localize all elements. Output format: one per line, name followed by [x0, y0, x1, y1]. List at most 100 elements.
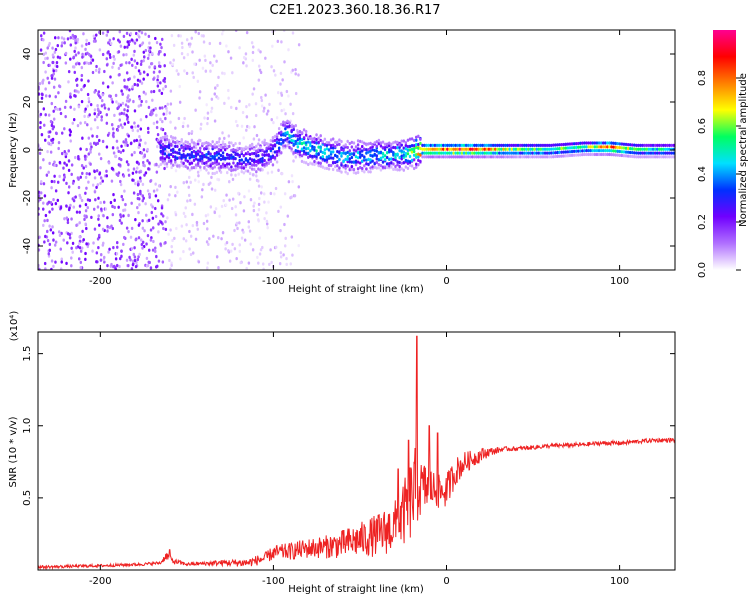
heatmap-cell [149, 112, 152, 117]
heatmap-cell [123, 235, 126, 240]
heatmap-cell [141, 194, 145, 198]
ridge-cell [469, 147, 472, 151]
heatmap-cell [39, 197, 42, 202]
ridge-cell [198, 138, 202, 143]
heatmap-cell [258, 236, 262, 240]
ridge-cell [248, 152, 252, 157]
ridge-cell [473, 147, 476, 151]
ridge-cell [246, 169, 250, 173]
ridge-cell [520, 147, 524, 151]
heatmap-cell [46, 218, 49, 223]
heatmap-cell [160, 212, 163, 216]
heatmap-cell [79, 175, 82, 179]
heatmap-cell [203, 54, 207, 58]
heatmap-cell [105, 121, 109, 125]
heatmap-cell [120, 144, 123, 148]
ridge-cell [192, 165, 196, 170]
heatmap-cell [99, 95, 102, 100]
heatmap-cell [169, 267, 172, 270]
heatmap-cell [78, 62, 81, 66]
ridge-cell [398, 156, 401, 160]
ridge-cell [286, 125, 289, 129]
ridge-cell [442, 147, 445, 151]
ridge-cell [423, 151, 426, 155]
ridge-cell [263, 150, 266, 154]
ridge-cell [398, 149, 401, 153]
ridge-cell [257, 148, 260, 152]
ridge-cell [255, 174, 258, 178]
heatmap-cell [256, 255, 259, 259]
ridge-cell [174, 157, 177, 162]
heatmap-cell [155, 254, 158, 259]
heatmap-cell [154, 182, 157, 186]
ridge-cell [196, 152, 200, 156]
ridge-cell [317, 136, 320, 140]
ridge-cell [583, 145, 586, 149]
heatmap-cell [136, 257, 140, 262]
y-tick-label: -20 [22, 190, 33, 206]
heatmap-cell [55, 163, 58, 168]
ridge-cell [410, 147, 414, 151]
heatmap-cell [147, 167, 150, 171]
heatmap-cell [217, 75, 220, 80]
heatmap-cell [197, 260, 201, 264]
heatmap-cell [236, 123, 239, 128]
heatmap-cell [88, 198, 92, 203]
ridge-cell [410, 158, 414, 162]
ridge-cell [350, 160, 354, 164]
heatmap-cell [98, 48, 102, 52]
ridge-cell [358, 139, 362, 144]
ridge-cell [672, 155, 675, 159]
heatmap-cell [123, 189, 126, 193]
ridge-cell [269, 147, 273, 151]
heatmap-cell [171, 238, 174, 243]
heatmap-cell [222, 198, 225, 203]
ridge-cell [539, 151, 543, 155]
ridge-cell [543, 143, 547, 148]
heatmap-cell [190, 36, 194, 40]
ridge-cell [348, 149, 352, 153]
heatmap-cell [112, 245, 115, 250]
ridge-cell [288, 124, 291, 128]
x-tick-label: 0 [443, 576, 449, 587]
heatmap-cell [124, 103, 128, 107]
heatmap-cell [150, 210, 154, 215]
ridge-cell [533, 155, 536, 159]
ridge-cell [597, 141, 601, 145]
heatmap-cell [167, 232, 170, 236]
heatmap-cell [199, 168, 202, 172]
heatmap-cell [77, 157, 80, 161]
heatmap-cell [181, 124, 185, 129]
ridge-cell [433, 147, 437, 151]
heatmap-cell [60, 151, 64, 156]
heatmap-cell [251, 173, 255, 177]
heatmap-cell [42, 182, 46, 186]
ridge-cell [248, 171, 252, 176]
ridge-cell [267, 158, 271, 162]
ridge-cell [263, 141, 266, 145]
heatmap-cell [245, 115, 249, 119]
ridge-cell [207, 156, 210, 160]
ridge-cell [527, 155, 530, 159]
heatmap-cell [74, 155, 77, 160]
heatmap-cell [126, 45, 129, 49]
heatmap-cell [121, 125, 124, 130]
ridge-cell [412, 144, 416, 148]
ridge-cell [624, 150, 628, 154]
ridge-cell [525, 151, 528, 155]
ridge-cell [620, 146, 624, 150]
heatmap-cell [187, 175, 191, 179]
heatmap-cell [96, 237, 100, 241]
heatmap-cell [221, 71, 224, 75]
heatmap-cell [38, 190, 41, 194]
ridge-cell [481, 147, 484, 151]
ridge-cell [552, 151, 555, 155]
ridge-cell [639, 151, 642, 155]
ridge-cell [331, 161, 335, 165]
heatmap-cell [252, 137, 256, 141]
ridge-cell [439, 155, 443, 159]
heatmap-cell [106, 30, 110, 34]
heatmap-cell [164, 140, 167, 145]
ridge-cell [205, 145, 208, 149]
ridge-cell [346, 172, 349, 176]
